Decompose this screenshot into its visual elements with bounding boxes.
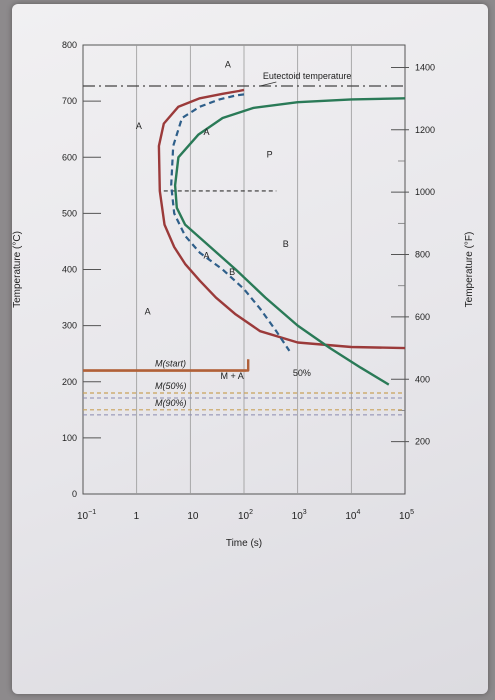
y-right-tick-label: 800	[415, 250, 430, 260]
y-tick-label: 400	[62, 265, 77, 275]
annotation: A	[203, 250, 209, 260]
x-tick-exponent: 2	[249, 509, 253, 516]
ttt-chart: 0 100 200 300 400 500 600 700 800 200 400 600 800 100…	[12, 40, 475, 549]
eutectoid-leader	[260, 81, 277, 87]
annotation: B	[283, 239, 289, 249]
x-tick-exponent: 4	[356, 509, 360, 516]
annotation: P	[267, 149, 273, 159]
martensite-label: M(start)	[155, 359, 186, 369]
y-right-tick-label: 200	[415, 437, 430, 447]
x-tick-label: 10	[187, 511, 199, 522]
series-line-1	[170, 93, 291, 352]
annotation: B	[229, 267, 235, 277]
y-right-tick-label: 1000	[415, 187, 435, 197]
eutectoid-label: Eutectoid temperature	[263, 71, 352, 81]
chart-paper: 0 100 200 300 400 500 600 700 800 200 400 600 800 100…	[12, 4, 488, 694]
x-tick-exponent: 3	[303, 509, 307, 516]
annotation: 50%	[293, 368, 311, 378]
y-axis-label: Temperature (°C)	[12, 231, 23, 308]
martensite-label: M(50%)	[155, 381, 187, 391]
annotation: A	[145, 306, 151, 316]
annotation: A	[225, 59, 231, 69]
annotation: A	[136, 121, 142, 131]
y-tick-label: 600	[62, 152, 77, 162]
y-right-tick-label: 1200	[415, 125, 435, 135]
y-tick-label: 100	[62, 433, 77, 443]
y-tick-label: 700	[62, 96, 77, 106]
y-right-tick-label: 400	[415, 374, 430, 384]
series-line-2	[173, 97, 406, 386]
y-tick-label: 200	[62, 377, 77, 387]
y-right-tick-label: 1400	[415, 62, 435, 72]
annotation: A	[203, 127, 209, 137]
series-line-0	[157, 88, 406, 350]
martensite-label: M(90%)	[155, 398, 187, 408]
x-tick-label: 104	[345, 509, 360, 522]
y-right-axis-label: Temperature (°F)	[464, 232, 475, 308]
x-tick-label: 103	[292, 509, 307, 522]
x-axis-label: Time (s)	[226, 538, 262, 549]
x-tick-exponent: −1	[88, 509, 96, 516]
y-right-tick-label: 600	[415, 312, 430, 322]
x-tick-label: 102	[238, 509, 253, 522]
y-tick-label: 300	[62, 321, 77, 331]
x-tick-label: 1	[134, 511, 140, 522]
x-tick-label: 105	[399, 509, 414, 522]
y-tick-label: 800	[62, 40, 77, 50]
annotation: M + A	[220, 371, 243, 381]
series-line-3	[83, 359, 250, 372]
y-tick-label: 0	[72, 489, 77, 499]
x-tick-exponent: 5	[410, 509, 414, 516]
y-tick-label: 500	[62, 208, 77, 218]
x-tick-label: 10−1	[77, 509, 96, 522]
